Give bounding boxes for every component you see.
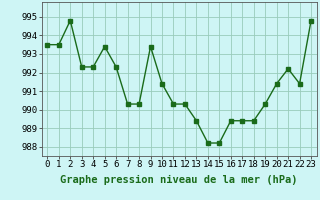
X-axis label: Graphe pression niveau de la mer (hPa): Graphe pression niveau de la mer (hPa) xyxy=(60,175,298,185)
